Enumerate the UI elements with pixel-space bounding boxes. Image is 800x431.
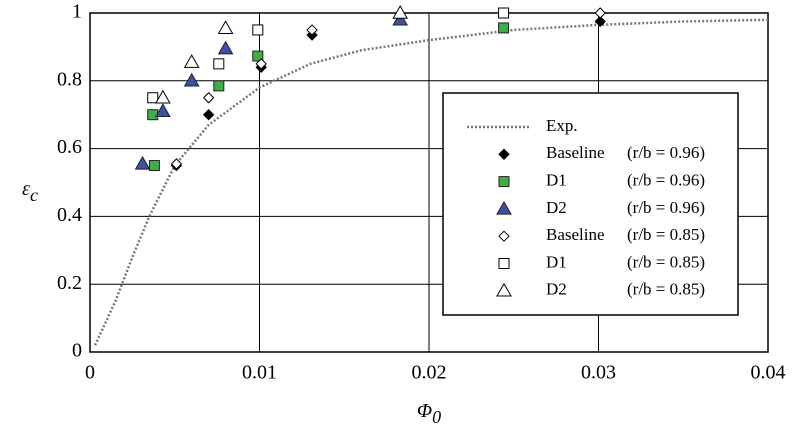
legend-label: Baseline	[546, 143, 605, 162]
x-tick-label: 0.01	[242, 362, 277, 384]
legend-label: Baseline	[546, 225, 605, 244]
x-axis-label: Φ0	[417, 400, 441, 428]
diamond-marker	[202, 108, 215, 121]
legend-label: D1	[546, 252, 567, 271]
y-tick-label: 0.2	[57, 272, 82, 294]
y-tick-label: 0.6	[57, 136, 82, 158]
diamond-marker	[498, 230, 510, 242]
diamond-marker	[306, 24, 318, 36]
triangle-marker	[183, 72, 200, 87]
y-tick-label: 1	[72, 1, 82, 23]
triangle-marker	[155, 103, 171, 118]
x-tick-label: 0.02	[412, 362, 447, 384]
y-axis-label-sub: c	[30, 185, 38, 205]
square-marker	[252, 50, 264, 62]
y-tick-label: 0.8	[57, 68, 82, 90]
triangle-marker	[217, 20, 234, 35]
x-axis-label-main: Φ	[417, 400, 432, 422]
y-axis-label-main: ε	[22, 178, 30, 200]
legend-condition: (r/b = 0.85)	[627, 252, 705, 271]
diamond-marker	[202, 92, 215, 104]
x-axis-label-sub: 0	[432, 407, 441, 427]
triangle-marker	[183, 54, 200, 68]
diamond-marker	[594, 7, 606, 19]
x-tick-label: 0	[85, 362, 95, 384]
diamond-marker	[255, 58, 267, 70]
square-marker	[498, 7, 510, 19]
x-tick-label: 0.03	[581, 362, 616, 384]
square-marker	[147, 109, 159, 121]
square-marker	[498, 176, 510, 188]
square-marker	[498, 22, 510, 34]
legend-condition: (r/b = 0.96)	[627, 143, 705, 162]
square-marker	[213, 58, 225, 70]
y-axis-label: εc	[22, 178, 38, 206]
triangle-marker	[392, 11, 409, 26]
y-tick-label: 0.4	[57, 204, 82, 226]
diamond-marker	[594, 15, 606, 28]
triangle-marker	[392, 4, 409, 19]
triangle-marker	[496, 200, 512, 215]
legend-condition: (r/b = 0.85)	[627, 280, 705, 299]
legend-label: D2	[546, 198, 567, 217]
legend-condition: (r/b = 0.96)	[627, 198, 705, 217]
square-marker	[498, 258, 510, 269]
square-marker	[148, 160, 160, 172]
triangle-marker	[496, 282, 512, 297]
y-tick-label: 0	[72, 340, 82, 362]
legend: Exp. Baseline (r/b = 0.96) D1 (r/b = 0.96) D2…	[442, 92, 739, 316]
square-marker	[252, 24, 264, 36]
exp-line	[93, 18, 769, 346]
triangle-marker	[155, 89, 171, 104]
triangle-marker	[217, 40, 234, 55]
legend-label: D2	[546, 280, 567, 299]
diamond-marker	[170, 158, 183, 170]
legend-box	[442, 92, 739, 316]
square-marker	[147, 92, 159, 104]
triangle-marker	[134, 155, 151, 170]
diamond-marker	[498, 148, 510, 161]
legend-label: Exp.	[546, 116, 578, 135]
square-marker	[213, 80, 225, 92]
legend-condition: (r/b = 0.85)	[627, 225, 705, 244]
legend-label: D1	[546, 171, 567, 190]
legend-condition: (r/b = 0.96)	[627, 171, 705, 190]
plot-frame	[89, 12, 769, 353]
x-tick-label: 0.04	[751, 362, 786, 384]
